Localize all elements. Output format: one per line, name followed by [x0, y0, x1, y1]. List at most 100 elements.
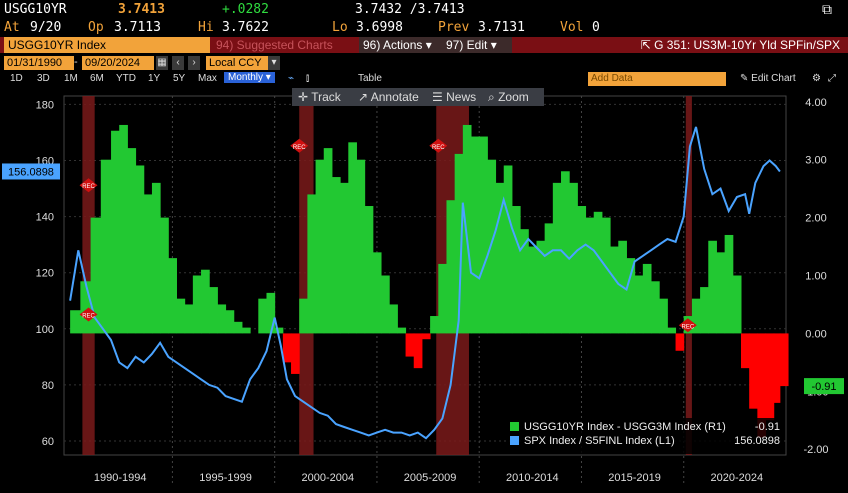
spread-bar: [381, 275, 390, 334]
spread-bar: [340, 182, 349, 334]
prev-label: Prev: [438, 20, 470, 35]
spread-bar: [757, 333, 767, 438]
recession-marker: [79, 307, 98, 322]
legend-label: SPX Index / S5FINL Index (L1): [524, 435, 675, 447]
currency-select[interactable]: Local CCY: [206, 56, 268, 70]
external-link-icon[interactable]: ⇱: [640, 38, 651, 52]
calendar-icon[interactable]: ▦: [156, 56, 168, 70]
suggested-charts-button[interactable]: 94) Suggested Charts: [216, 38, 333, 52]
edit-menu[interactable]: 97) Edit ▾: [442, 37, 512, 53]
spread-bar: [299, 298, 308, 334]
end-date-input[interactable]: 09/20/2024: [82, 56, 154, 70]
period-row: 1D 3D 1M 6M YTD 1Y 5Y Max Monthly ▾ ⌁ ⫾ …: [0, 72, 848, 87]
period-3d[interactable]: 3D: [37, 73, 50, 84]
spread-bar: [364, 206, 374, 334]
spread-bar: [511, 206, 521, 334]
spread-bar: [266, 292, 276, 334]
period-ytd[interactable]: YTD: [116, 73, 136, 84]
popout-icon[interactable]: ⧉: [822, 2, 832, 18]
chevron-down-icon[interactable]: ▾: [268, 56, 280, 70]
graph-title: ⇱ G 351: US3M-10Yr Yld SPFin/SPX: [641, 37, 840, 53]
left-tick-label: 80: [42, 380, 54, 392]
spread-bar: [70, 310, 81, 334]
high-value: 3.7622: [222, 20, 269, 35]
plot-frame: [63, 95, 787, 456]
legend-label: USGG10YR Index - USGG3M Index (R1): [524, 421, 726, 433]
pencil-icon: ✎: [740, 73, 749, 84]
spread-bar: [323, 148, 333, 334]
zoom-icon: ⌕: [488, 90, 495, 104]
table-button[interactable]: Table: [358, 73, 382, 84]
recession-marker-label: REC: [293, 145, 306, 151]
spread-bar: [528, 246, 537, 334]
news-button[interactable]: ☰ News: [432, 90, 476, 104]
spread-bar: [700, 287, 709, 334]
edit-label: 97) Edit: [446, 38, 488, 52]
annotate-button[interactable]: ↗ Annotate: [358, 90, 419, 104]
spread-bar: [675, 333, 685, 351]
spread-bar: [372, 252, 382, 334]
expand-icon[interactable]: ⤢: [828, 73, 836, 84]
actions-label: 96) Actions: [363, 38, 423, 52]
volume-label: Vol: [560, 20, 584, 35]
spread-bar: [708, 240, 717, 334]
spread-bar: [209, 287, 218, 334]
spread-bar: [610, 246, 619, 334]
spread-bar: [135, 165, 145, 334]
annotate-label: Annotate: [370, 90, 419, 104]
start-date-input[interactable]: 01/31/1990: [4, 56, 74, 70]
x-tick-label: 1995-1999: [199, 472, 252, 484]
security-field[interactable]: USGG10YR Index: [4, 37, 210, 53]
plot-area: RECRECRECRECREC6080100120140160180-2.00-…: [2, 95, 844, 485]
period-1d[interactable]: 1D: [10, 73, 23, 84]
spread-bar: [487, 159, 497, 334]
arrow-icon: ↗: [358, 90, 369, 104]
recession-marker: [79, 178, 98, 193]
spread-bar: [593, 211, 603, 334]
period-1m[interactable]: 1M: [64, 73, 78, 84]
back-arrow-icon[interactable]: ‹: [172, 56, 184, 70]
recession-band: [685, 96, 692, 455]
settings-icon[interactable]: ⚙: [812, 73, 821, 84]
chart-canvas[interactable]: RECRECRECRECREC6080100120140160180-2.00-…: [0, 88, 848, 493]
spread-bar: [217, 304, 227, 334]
candle-chart-icon[interactable]: ⫾: [306, 73, 310, 84]
frequency-select[interactable]: Monthly ▾: [224, 72, 275, 83]
chevron-down-icon: ▾: [490, 38, 497, 52]
ticker[interactable]: USGG10YR: [4, 2, 67, 17]
line-chart-icon[interactable]: ⌁: [288, 73, 295, 84]
recession-marker: [429, 138, 448, 153]
period-6m[interactable]: 6M: [90, 73, 104, 84]
edit-chart-button[interactable]: ✎ Edit Chart: [740, 73, 796, 84]
period-5y[interactable]: 5Y: [173, 73, 186, 84]
spread-bar: [315, 159, 325, 334]
spread-bar: [561, 171, 570, 334]
spread-bar: [389, 304, 398, 334]
open-value: 3.7113: [114, 20, 161, 35]
spread-bar: [100, 159, 112, 334]
spread-bar: [479, 136, 488, 334]
low-label: Lo: [332, 20, 348, 35]
spread-bar: [659, 298, 668, 334]
left-last-value-tag: [2, 163, 60, 180]
function-toolbar: USGG10YR Index 94) Suggested Charts 96) …: [0, 37, 848, 53]
price-change: +.0282: [222, 2, 269, 17]
last-price: 3.7413: [118, 2, 165, 17]
x-tick-label: 2020-2024: [711, 472, 764, 484]
spread-bar: [503, 165, 513, 334]
volume-value: 0: [592, 20, 600, 35]
add-data-input[interactable]: Add Data: [588, 72, 726, 86]
period-max[interactable]: Max: [198, 73, 217, 84]
track-button[interactable]: ✛ Track: [298, 90, 341, 104]
forward-arrow-icon[interactable]: ›: [188, 56, 200, 70]
zoom-label: Zoom: [498, 90, 529, 104]
spread-bar: [397, 327, 407, 334]
actions-menu[interactable]: 96) Actions ▾: [359, 37, 445, 53]
period-1y[interactable]: 1Y: [148, 73, 161, 84]
x-tick-label: 2000-2004: [301, 472, 354, 484]
high-label: Hi: [198, 20, 214, 35]
right-tick-label: 4.00: [805, 97, 826, 109]
spread-bar: [667, 327, 677, 334]
right-tick-label: -2.00: [803, 444, 828, 456]
zoom-button[interactable]: ⌕ Zoom: [488, 90, 529, 105]
